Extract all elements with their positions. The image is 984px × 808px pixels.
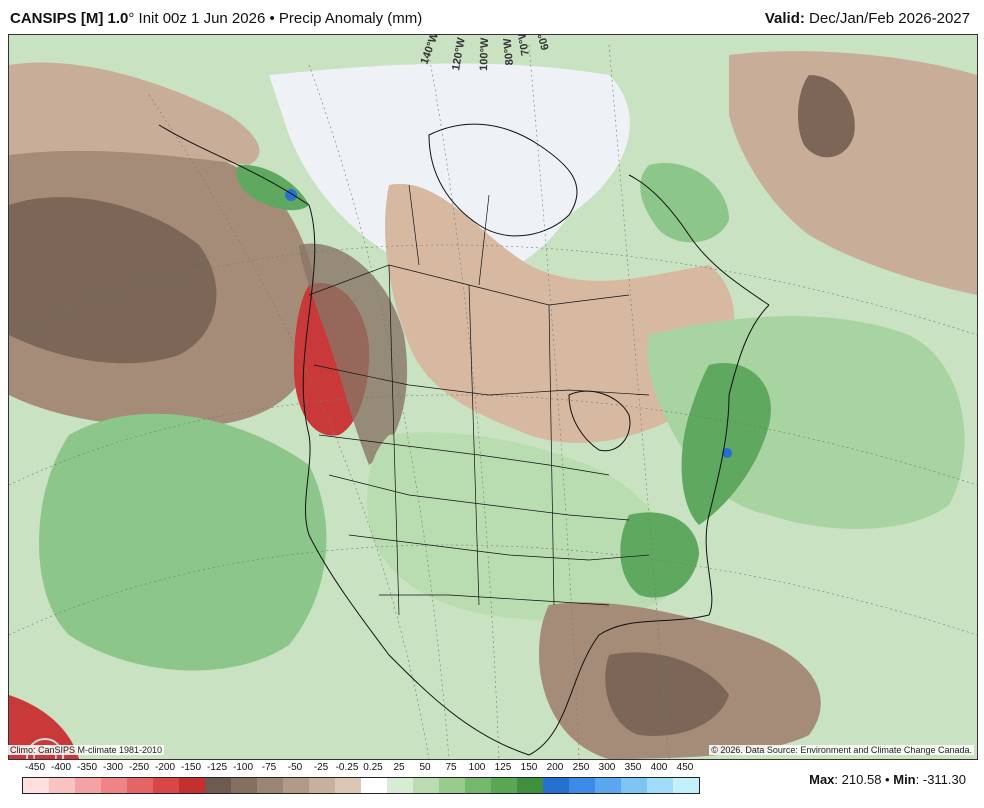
maxmin-bullet: • xyxy=(885,772,890,787)
legend-swatch xyxy=(283,778,309,793)
canada-dry-region xyxy=(385,183,735,444)
legend-tick-label: -350 xyxy=(76,762,98,773)
legend-swatch xyxy=(361,778,387,793)
legend-tick-label: -450 xyxy=(24,762,46,773)
legend-swatch xyxy=(309,778,335,793)
north-atlantic-dry-region xyxy=(729,51,977,295)
legend-tick-label: -150 xyxy=(180,762,202,773)
graticule xyxy=(9,44,977,759)
min-value: -311.30 xyxy=(922,772,966,787)
climatology-note: Climo: CanSIPS M-climate 1981-2010 xyxy=(8,745,165,755)
north-pacific-dry xyxy=(9,62,260,165)
legend-swatch xyxy=(439,778,465,793)
southeast-wet-core xyxy=(620,512,699,598)
chart-title: CANSIPS [M] 1.0° Init 00z 1 Jun 2026 • P… xyxy=(10,10,422,27)
legend-tick-label: 150 xyxy=(520,762,538,773)
legend-tick-label: 350 xyxy=(624,762,642,773)
central-us-wet-region xyxy=(367,432,676,621)
legend-tick-label: -0.25 xyxy=(335,762,359,773)
coastlines xyxy=(158,123,770,756)
legend-swatch xyxy=(75,778,101,793)
precip-anomaly-map: 140°W 120°W 100°W 80°W 70°W 60°W xyxy=(8,34,978,760)
legend-swatch xyxy=(179,778,205,793)
model-name: CANSIPS [M] 1.0 xyxy=(10,10,129,27)
legend-tick-label: 0.25 xyxy=(363,762,383,773)
lon-label-100w: 100°W xyxy=(478,37,491,71)
legend-tick-label: 25 xyxy=(393,762,405,773)
legend-tick-labels: -450 -400 -350 -300 -250 -200 -150 -125 -100 -75-… xyxy=(22,762,702,776)
legend-tick-label: -75 xyxy=(261,762,277,773)
legend-tick-label: 400 xyxy=(650,762,668,773)
east-coast-wet-core xyxy=(681,363,771,525)
legend-tick-label: 300 xyxy=(598,762,616,773)
pacific-dry-core xyxy=(9,197,217,364)
valid-label: Valid: xyxy=(764,10,805,27)
legend-swatch xyxy=(413,778,439,793)
min-label: Min xyxy=(893,772,916,787)
legend-swatch xyxy=(231,778,257,793)
legend-swatch xyxy=(647,778,673,793)
legend-swatch xyxy=(621,778,647,793)
init-time: Init 00z 1 Jun 2026 xyxy=(138,10,266,27)
title-bullet: • xyxy=(269,10,275,27)
legend-swatch xyxy=(543,778,569,793)
legend-swatch xyxy=(465,778,491,793)
pacific-wet-region xyxy=(39,413,327,671)
legend-swatch xyxy=(257,778,283,793)
legend-tick-label: 100 xyxy=(468,762,486,773)
legend-swatch xyxy=(23,778,49,793)
legend-swatch xyxy=(491,778,517,793)
legend-swatch xyxy=(49,778,75,793)
valid-value: Dec/Jan/Feb 2026-2027 xyxy=(809,10,970,27)
legend-tick-label: 250 xyxy=(572,762,590,773)
legend-swatch xyxy=(127,778,153,793)
legend-swatch xyxy=(569,778,595,793)
legend-tick-label: -250 xyxy=(128,762,150,773)
legend-colorbar xyxy=(22,777,700,794)
max-label: Max xyxy=(809,772,835,787)
legend-tick-label: 200 xyxy=(546,762,564,773)
legend-tick-label: -50 xyxy=(287,762,303,773)
legend-tick-label: 50 xyxy=(419,762,431,773)
valid-period: Valid: Dec/Jan/Feb 2026-2027 xyxy=(765,10,970,27)
lon-label-120w: 120°W xyxy=(450,36,468,71)
max-min-readout: Max: 210.58 • Min: -311.30 xyxy=(809,772,966,787)
caribbean-dry-core xyxy=(605,652,729,736)
legend-swatch xyxy=(205,778,231,793)
max-value: 210.58 xyxy=(841,772,882,787)
legend-tick-label: 75 xyxy=(445,762,457,773)
header: CANSIPS [M] 1.0° Init 00z 1 Jun 2026 • P… xyxy=(0,0,984,34)
product-name: Precip Anomaly (mm) xyxy=(278,10,423,27)
legend-swatch xyxy=(335,778,361,793)
map-canvas: 140°W 120°W 100°W 80°W 70°W 60°W xyxy=(9,35,977,759)
legend-swatch xyxy=(673,778,699,793)
political-boundaries xyxy=(308,184,650,616)
northwest-dry-shadow xyxy=(299,243,408,465)
legend-tick-label: -300 xyxy=(102,762,124,773)
lon-label-70w: 70°W xyxy=(515,35,532,57)
legend-tick-label: -25 xyxy=(313,762,329,773)
legend-swatch xyxy=(595,778,621,793)
arctic-near-normal xyxy=(269,63,630,279)
legend-tick-label: -200 xyxy=(154,762,176,773)
legend-tick-label: -125 xyxy=(206,762,228,773)
legend-swatch xyxy=(387,778,413,793)
north-atlantic-dry-core xyxy=(797,75,855,158)
greenland-wet-region xyxy=(640,163,729,243)
copyright-note: © 2026. Data Source: Environment and Cli… xyxy=(709,745,974,755)
legend-tick-label: 125 xyxy=(494,762,512,773)
legend-swatch xyxy=(101,778,127,793)
east-coast-max-wet xyxy=(722,448,732,458)
degree-mark: ° xyxy=(128,10,135,27)
legend-swatch xyxy=(517,778,543,793)
legend-tick-label: -400 xyxy=(50,762,72,773)
legend-tick-label: 450 xyxy=(676,762,694,773)
lon-label-80w: 80°W xyxy=(502,37,516,66)
legend-swatch xyxy=(153,778,179,793)
southwest-corner-dry xyxy=(9,695,79,759)
legend-tick-label: -100 xyxy=(232,762,254,773)
